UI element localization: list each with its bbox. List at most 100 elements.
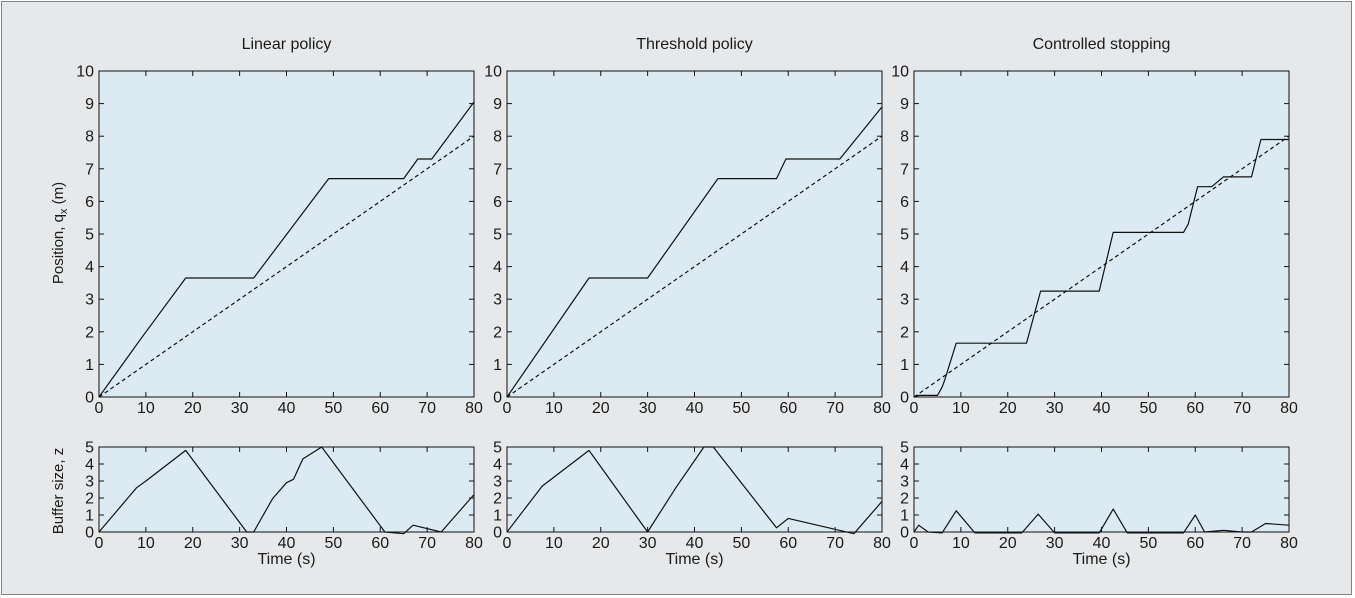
buffer-x-tick-label: 30 — [1046, 535, 1064, 552]
buffer-x-tick-label: 60 — [779, 535, 797, 552]
buffer-y-tick-label: 0 — [493, 525, 502, 542]
x-axis-label: Time (s) — [257, 551, 315, 568]
position-x-tick-label: 60 — [1186, 400, 1204, 417]
position-y-tick-label: 6 — [85, 194, 94, 211]
position-y-tick-label: 2 — [85, 324, 94, 341]
buffer-y-tick-label: 4 — [900, 457, 909, 474]
position-y-tick-label: 0 — [85, 390, 94, 407]
x-axis-label: Time (s) — [665, 551, 723, 568]
buffer-x-tick-label: 70 — [1233, 535, 1251, 552]
position-y-tick-label: 10 — [76, 64, 94, 81]
position-y-tick-label: 3 — [85, 292, 94, 309]
buffer-y-tick-label: 3 — [493, 474, 502, 491]
position-y-tick-label: 7 — [85, 161, 94, 178]
panel-title: Controlled stopping — [1033, 36, 1171, 53]
buffer-x-tick-label: 10 — [952, 535, 970, 552]
position-series-line — [913, 138, 1289, 398]
position-y-tick-label: 7 — [900, 161, 909, 178]
position-x-tick-label: 50 — [732, 400, 750, 417]
position-y-axis-label: Position, qx (m) — [50, 182, 70, 284]
buffer-x-tick-label: 0 — [503, 535, 512, 552]
position-x-tick-label: 80 — [1280, 400, 1298, 417]
position-y-tick-label: 3 — [493, 292, 502, 309]
position-x-tick-label: 70 — [1233, 400, 1251, 417]
position-y-tick-label: 0 — [900, 390, 909, 407]
position-x-tick-label: 80 — [465, 400, 483, 417]
position-plot-area — [913, 70, 1290, 398]
buffer-x-tick-label: 20 — [999, 535, 1017, 552]
buffer-x-tick-label: 10 — [137, 535, 155, 552]
buffer-y-tick-label: 4 — [493, 457, 502, 474]
buffer-x-tick-label: 40 — [1093, 535, 1111, 552]
position-x-tick-label: 60 — [371, 400, 389, 417]
position-x-tick-label: 40 — [278, 400, 296, 417]
buffer-x-tick-label: 30 — [639, 535, 657, 552]
position-x-tick-label: 30 — [639, 400, 657, 417]
position-x-tick-label: 20 — [592, 400, 610, 417]
buffer-x-tick-label: 80 — [1280, 535, 1298, 552]
panel-title: Linear policy — [242, 36, 332, 53]
buffer-series-line — [506, 446, 883, 535]
position-x-tick-label: 10 — [952, 400, 970, 417]
position-x-tick-label: 50 — [1139, 400, 1157, 417]
buffer-x-tick-label: 50 — [324, 535, 342, 552]
buffer-x-tick-label: 20 — [592, 535, 610, 552]
position-y-tick-label: 5 — [493, 227, 502, 244]
position-reference-line — [506, 135, 883, 398]
position-x-tick-label: 10 — [137, 400, 155, 417]
position-y-tick-label: 9 — [900, 96, 909, 113]
position-y-tick-label: 4 — [493, 259, 502, 276]
position-y-tick-label: 5 — [900, 227, 909, 244]
position-y-tick-label: 1 — [900, 357, 909, 374]
position-reference-line — [913, 135, 1290, 398]
buffer-y-tick-label: 1 — [493, 508, 502, 525]
position-y-tick-label: 5 — [85, 227, 94, 244]
buffer-x-tick-label: 10 — [545, 535, 563, 552]
position-y-tick-label: 1 — [85, 357, 94, 374]
position-y-tick-label: 10 — [484, 64, 502, 81]
buffer-y-tick-label: 0 — [900, 525, 909, 542]
x-axis-label: Time (s) — [1072, 551, 1130, 568]
position-x-tick-label: 60 — [779, 400, 797, 417]
position-plot-area — [506, 70, 883, 398]
buffer-y-tick-label: 4 — [85, 457, 94, 474]
buffer-plot-area — [98, 446, 475, 533]
buffer-x-tick-label: 70 — [418, 535, 436, 552]
buffer-y-tick-label: 5 — [85, 440, 94, 457]
position-y-tick-label: 4 — [85, 259, 94, 276]
position-x-tick-label: 40 — [1093, 400, 1111, 417]
position-y-tick-label: 8 — [493, 129, 502, 146]
position-y-axis-label-text: Position, q — [50, 214, 67, 284]
buffer-y-tick-label: 2 — [493, 491, 502, 508]
position-y-axis-label-subscript: x — [58, 208, 70, 214]
buffer-x-tick-label: 80 — [465, 535, 483, 552]
position-y-tick-label: 8 — [900, 129, 909, 146]
position-y-tick-label: 7 — [493, 161, 502, 178]
position-y-tick-label: 4 — [900, 259, 909, 276]
panel-title: Threshold policy — [636, 36, 753, 53]
position-y-tick-label: 6 — [493, 194, 502, 211]
position-y-tick-label: 1 — [493, 357, 502, 374]
buffer-x-tick-label: 80 — [873, 535, 891, 552]
position-y-tick-label: 9 — [85, 96, 94, 113]
position-x-tick-label: 70 — [418, 400, 436, 417]
position-x-tick-label: 50 — [324, 400, 342, 417]
position-y-tick-label: 10 — [891, 64, 909, 81]
buffer-y-tick-label: 5 — [900, 440, 909, 457]
buffer-x-tick-label: 60 — [1186, 535, 1204, 552]
buffer-x-tick-label: 50 — [732, 535, 750, 552]
position-x-tick-label: 30 — [231, 400, 249, 417]
buffer-y-axis-label: Buffer size, z — [50, 448, 67, 534]
position-x-tick-label: 0 — [503, 400, 512, 417]
position-x-tick-label: 10 — [545, 400, 563, 417]
buffer-x-tick-label: 40 — [278, 535, 296, 552]
position-y-tick-label: 3 — [900, 292, 909, 309]
buffer-series-line — [98, 446, 475, 535]
buffer-y-tick-label: 1 — [85, 508, 94, 525]
buffer-x-tick-label: 20 — [184, 535, 202, 552]
position-y-tick-label: 0 — [493, 390, 502, 407]
position-x-tick-label: 0 — [910, 400, 919, 417]
